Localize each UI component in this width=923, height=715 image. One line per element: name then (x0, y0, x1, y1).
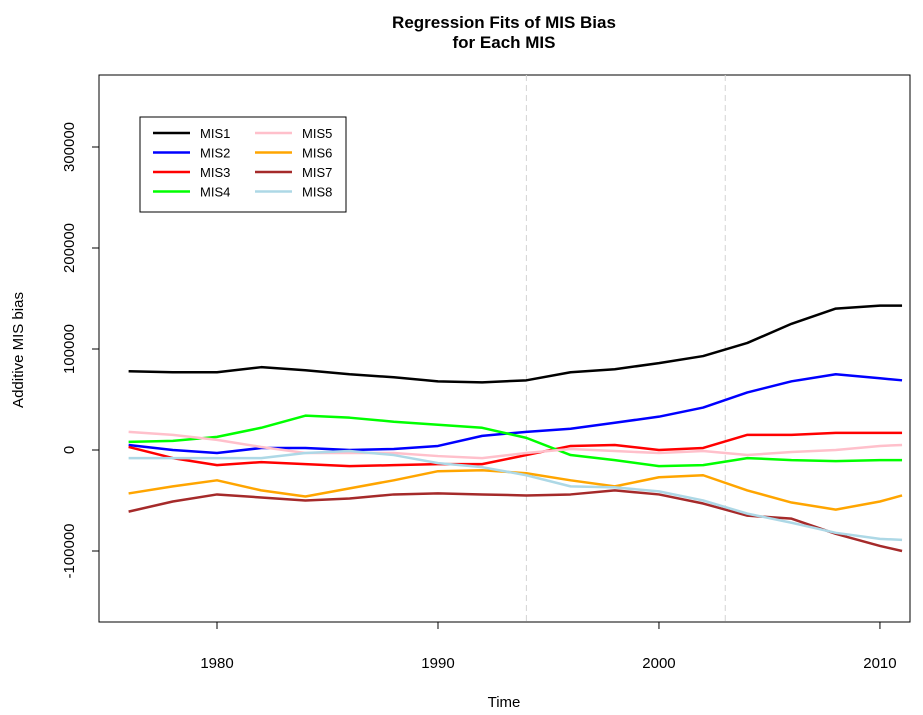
legend-label: MIS7 (302, 165, 332, 180)
legend-label: MIS2 (200, 146, 230, 161)
legend-label: MIS1 (200, 126, 230, 141)
series-line (128, 414, 903, 468)
x-tick-label: 2010 (863, 655, 896, 672)
series-line (128, 468, 903, 511)
x-tick-label: 2000 (642, 655, 675, 672)
plot-frame (98, 74, 911, 623)
legend-label: MIS5 (302, 126, 332, 141)
series-line (128, 304, 903, 384)
plot-area (128, 75, 903, 622)
x-axis-label: Time (488, 694, 521, 711)
y-tick-label: -100000 (61, 523, 78, 578)
y-tick-label: 100000 (61, 324, 78, 374)
x-tick-label: 1990 (421, 655, 454, 672)
y-tick-label: 0 (61, 446, 78, 454)
legend-label: MIS8 (302, 185, 332, 200)
series-line (128, 449, 903, 542)
y-tick-label: 300000 (61, 122, 78, 172)
legend-label: MIS6 (302, 146, 332, 161)
chart-title: Regression Fits of MIS Bias (392, 13, 616, 32)
y-axis-label: Additive MIS bias (10, 292, 27, 408)
legend-label: MIS4 (200, 185, 230, 200)
legend: MIS1 MIS2 MIS3 MIS4 MIS5 MIS6 MIS7 MIS8 (153, 126, 332, 200)
series-line (128, 431, 903, 468)
x-tick-label: 1980 (200, 655, 233, 672)
legend-label: MIS3 (200, 165, 230, 180)
chart-title: for Each MIS (453, 33, 556, 52)
series-line (128, 489, 903, 553)
y-tick-label: 200000 (61, 223, 78, 273)
series-line (128, 430, 903, 460)
